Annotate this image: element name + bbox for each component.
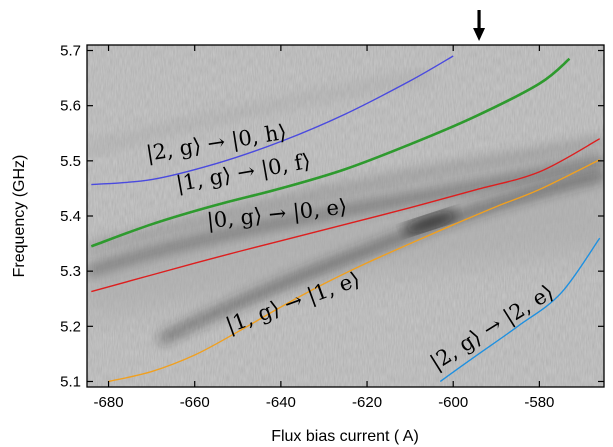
series-line-5 <box>439 237 601 383</box>
x-axis-label: Flux bias current ( A) <box>271 428 419 445</box>
y-axis-label: Frequency (GHz) <box>11 155 28 278</box>
y-tick-label: 5.2 <box>60 318 81 335</box>
x-axis-ticks: -680 -660 -640 -620 -600 -580 <box>94 45 554 411</box>
y-tick-label: 5.3 <box>60 263 81 280</box>
series-line-1 <box>91 55 454 186</box>
x-tick-label: -640 <box>266 394 296 411</box>
series-line-4 <box>108 159 601 383</box>
y-tick-label: 5.1 <box>60 373 81 390</box>
x-tick-label: -680 <box>94 394 124 411</box>
y-tick-label: 5.7 <box>60 43 81 60</box>
x-tick-label: -580 <box>524 394 554 411</box>
arrow-head <box>473 28 486 41</box>
spectroscopy-map <box>87 45 604 387</box>
y-axis-ticks: 5.1 5.2 5.3 5.4 5.5 5.6 5.7 <box>60 43 604 390</box>
y-tick-label: 5.4 <box>60 208 81 225</box>
y-tick-label: 5.6 <box>60 98 81 115</box>
series-line-3 <box>91 138 601 293</box>
x-tick-label: -620 <box>352 394 382 411</box>
arrow-marker <box>473 10 486 41</box>
y-tick-label: 5.5 <box>60 153 81 170</box>
x-tick-label: -660 <box>180 394 210 411</box>
series-layer <box>90 55 601 383</box>
series-line-2 <box>90 57 571 248</box>
x-tick-label: -600 <box>438 394 468 411</box>
